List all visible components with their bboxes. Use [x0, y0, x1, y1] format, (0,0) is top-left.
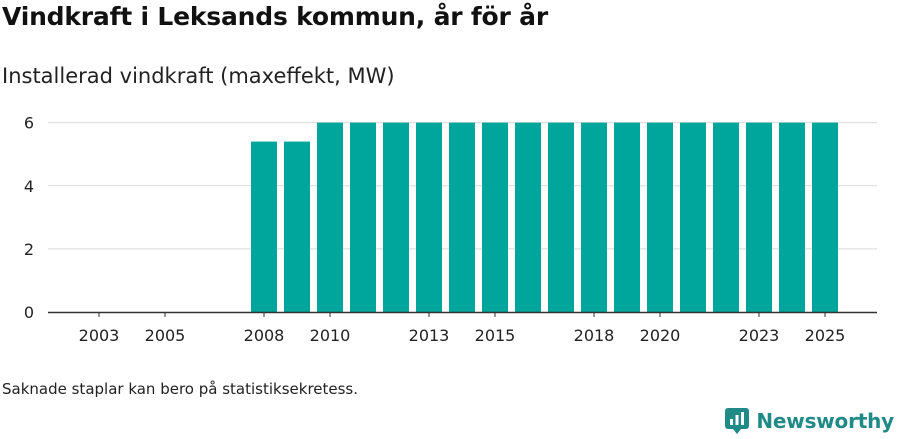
bar-2021 — [680, 122, 706, 312]
y-tick-label: 4 — [24, 177, 34, 196]
y-axis-ticks: 0 2 4 6 — [24, 114, 34, 322]
chart-subtitle: Installerad vindkraft (maxeffekt, MW) — [2, 64, 395, 88]
bar-2020 — [647, 122, 673, 312]
x-tick-label: 2020 — [640, 326, 681, 345]
x-tick-label: 2025 — [805, 326, 846, 345]
bar-2024 — [779, 122, 805, 312]
y-tick-label: 0 — [24, 303, 34, 322]
bar-2009 — [284, 141, 310, 312]
x-tick-label: 2008 — [244, 326, 285, 345]
x-tick-label: 2005 — [145, 326, 186, 345]
bar-2023 — [746, 122, 772, 312]
x-tick-label: 2003 — [79, 326, 120, 345]
chart-title: Vindkraft i Leksands kommun, år för år — [2, 2, 548, 31]
x-axis-ticks: 2003 2005 2008 2010 2013 2015 2018 2020 2023 2025 — [79, 312, 846, 345]
brand-name: Newsworthy — [756, 409, 894, 433]
bar-2025 — [812, 122, 838, 312]
bar-2016 — [515, 122, 541, 312]
bar-2015 — [482, 122, 508, 312]
newsworthy-logo-icon — [725, 408, 750, 434]
x-tick-label: 2018 — [574, 326, 615, 345]
y-tick-label: 2 — [24, 240, 34, 259]
bar-2022 — [713, 122, 739, 312]
bar-2010 — [317, 122, 343, 312]
y-tick-label: 6 — [24, 114, 34, 133]
bar-2012 — [383, 122, 409, 312]
bar-2018 — [581, 122, 607, 312]
x-tick-label: 2023 — [739, 326, 780, 345]
x-tick-label: 2010 — [310, 326, 351, 345]
bar-2019 — [614, 122, 640, 312]
bar-2017 — [548, 122, 574, 312]
brand-logo[interactable]: Newsworthy — [724, 407, 894, 435]
bar-2014 — [449, 122, 475, 312]
x-tick-label: 2013 — [409, 326, 450, 345]
x-tick-label: 2015 — [475, 326, 516, 345]
bar-chart: 0 2 4 6 2003 2005 2008 2010 2013 2015 2018 2020 202… — [24, 114, 877, 345]
footnote: Saknade staplar kan bero på statistiksek… — [2, 380, 359, 398]
bars — [251, 122, 838, 312]
bar-2013 — [416, 122, 442, 312]
bar-2011 — [350, 122, 376, 312]
bar-2008 — [251, 141, 277, 312]
